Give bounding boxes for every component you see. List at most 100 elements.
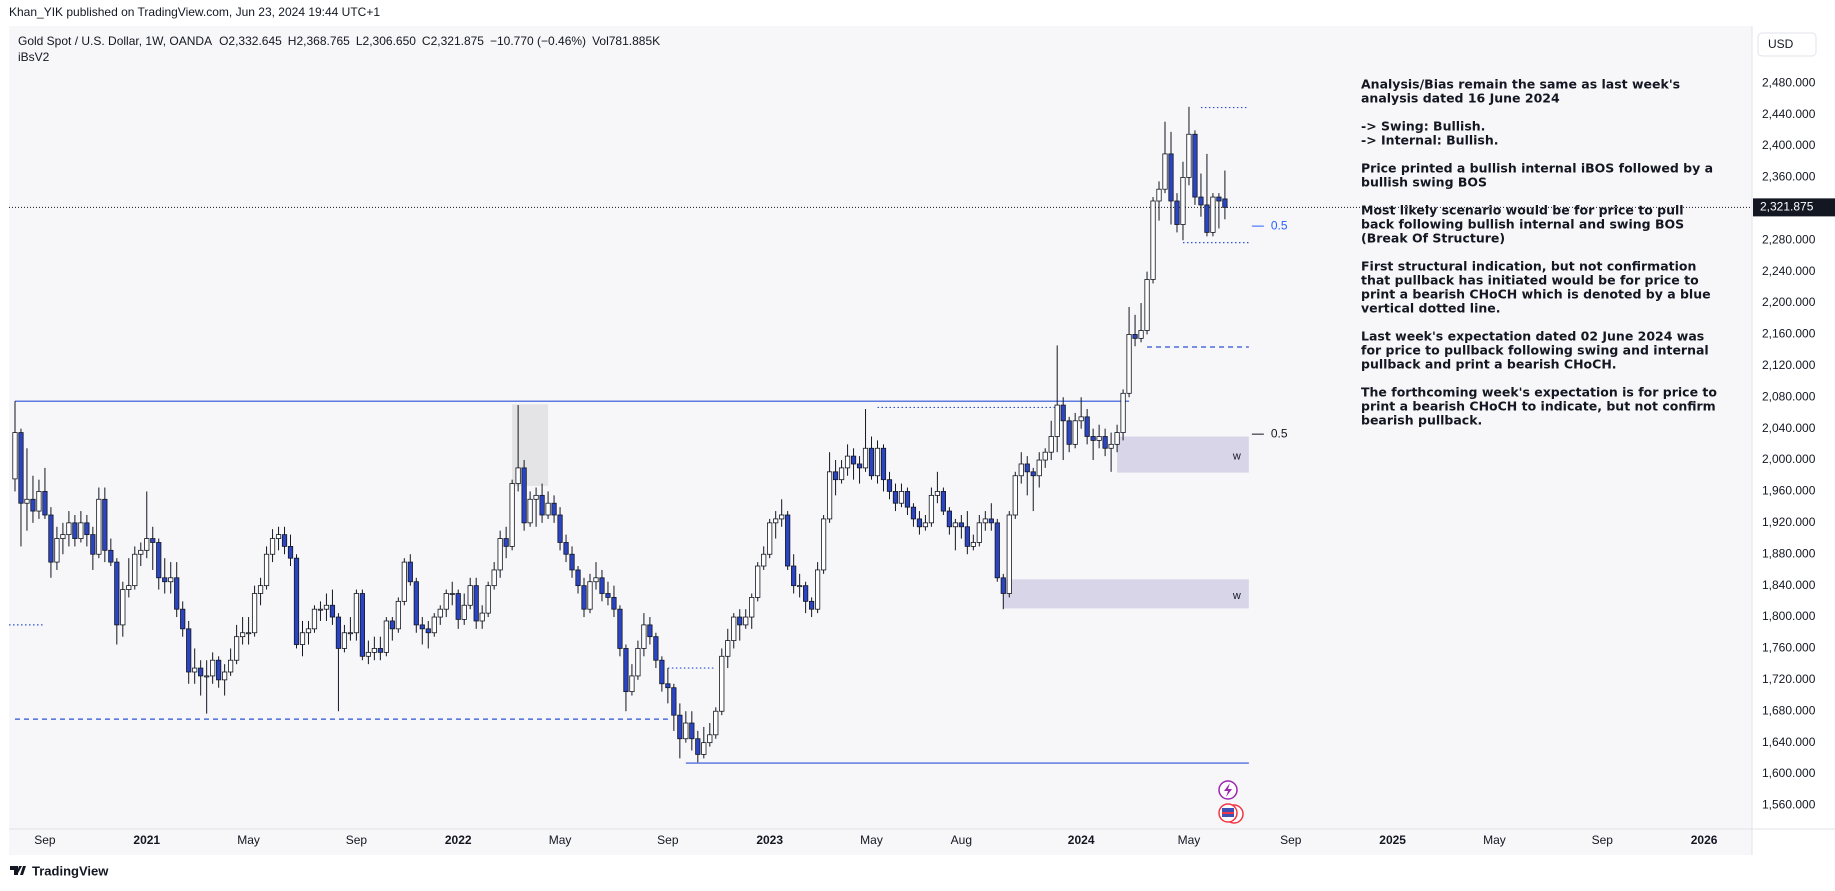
- candle-body: [335, 616, 342, 649]
- candle-body: [803, 585, 809, 602]
- candle-body: [892, 491, 899, 504]
- candle-body: [725, 640, 731, 657]
- candle-body: [1042, 451, 1048, 461]
- candle-body: [647, 624, 653, 638]
- candle-body: [1114, 432, 1120, 445]
- candle-body: [1066, 420, 1072, 445]
- candle-body: [922, 522, 929, 528]
- candle-body: [898, 491, 905, 504]
- y-tick-label: 2,440.000: [1762, 107, 1816, 121]
- legend-volume: Vol781.885K: [592, 34, 660, 48]
- y-tick-label: 2,000.000: [1762, 452, 1816, 466]
- analysis-line: print a bearish CHoCH which is denoted b…: [1361, 287, 1711, 302]
- last-price-tag: [1753, 198, 1835, 217]
- x-tick-label: May: [549, 833, 572, 847]
- candle-body: [467, 585, 473, 606]
- candle-body: [192, 667, 198, 673]
- candle-body: [599, 577, 605, 594]
- y-tick-label: 1,600.000: [1762, 766, 1816, 780]
- candle-body: [719, 655, 725, 712]
- candle-body: [275, 534, 282, 539]
- candle-body: [838, 467, 845, 481]
- currency-button[interactable]: [1757, 32, 1817, 57]
- candle-body: [245, 632, 252, 635]
- candle-body: [946, 510, 952, 528]
- candle-body: [389, 620, 395, 630]
- candle-body: [826, 471, 833, 520]
- candle-body: [54, 538, 60, 563]
- candle-body: [1174, 200, 1180, 225]
- analysis-line: that pullback has initiated would be for…: [1361, 273, 1699, 288]
- candle-body: [862, 447, 869, 469]
- candle-body: [84, 522, 90, 536]
- candle-body: [174, 577, 180, 610]
- y-tick-label: 1,680.000: [1762, 703, 1816, 717]
- candle-body: [856, 463, 863, 469]
- publish-header: Khan_YIK published on TradingView.com, J…: [9, 5, 380, 19]
- x-tick-label: Sep: [34, 833, 56, 847]
- candle-body: [928, 494, 935, 524]
- candle-body: [797, 585, 803, 588]
- candle-body: [958, 522, 964, 528]
- candle-body: [509, 483, 515, 547]
- candles: [12, 106, 1228, 763]
- analysis-line: First structural indication, but not con…: [1361, 259, 1696, 274]
- candle-body: [617, 608, 623, 649]
- candle-body: [24, 498, 30, 504]
- candle-body: [210, 659, 216, 677]
- candle-body: [683, 722, 689, 740]
- candle-body: [1060, 404, 1066, 422]
- candle-body: [90, 534, 96, 555]
- y-tick-label: 2,160.000: [1762, 327, 1816, 341]
- candle-body: [1150, 200, 1156, 280]
- fib-label: 0.5: [1271, 218, 1288, 232]
- candle-body: [383, 620, 389, 653]
- candle-body: [785, 514, 791, 567]
- candle-body: [144, 538, 150, 551]
- candle-body: [96, 498, 102, 555]
- candle-body: [1036, 459, 1042, 477]
- candle-body: [773, 518, 779, 524]
- candle-body: [1054, 404, 1060, 437]
- candle-body: [832, 471, 839, 481]
- candle-body: [216, 659, 222, 681]
- last-price-label: 2,321.875: [1760, 200, 1814, 214]
- candle-body: [461, 604, 467, 620]
- candle-body: [1102, 436, 1108, 449]
- candle-body: [916, 518, 923, 528]
- y-tick-label: 1,840.000: [1762, 578, 1816, 592]
- candle-body: [365, 651, 371, 657]
- candle-body: [1192, 133, 1198, 198]
- candle-body: [934, 491, 941, 496]
- candle-body: [30, 498, 36, 512]
- candle-body: [347, 632, 354, 635]
- y-tick-label: 2,080.000: [1762, 389, 1816, 403]
- currency-label[interactable]: USD: [1768, 37, 1794, 51]
- candle-body: [257, 585, 264, 594]
- candle-body: [844, 455, 851, 469]
- candle-body: [281, 534, 288, 547]
- candle-body: [311, 608, 318, 630]
- candle-body: [72, 522, 78, 539]
- legend-low: L2,306.650: [356, 34, 416, 48]
- candle-body: [689, 722, 695, 740]
- candle-body: [180, 608, 186, 630]
- candle-body: [473, 585, 479, 622]
- candle-body: [150, 538, 156, 543]
- y-tick-label: 1,920.000: [1762, 515, 1816, 529]
- zone: [1117, 436, 1249, 473]
- candle-body: [437, 608, 443, 618]
- analysis-line: bearish pullback.: [1361, 413, 1482, 428]
- y-tick-label: 1,720.000: [1762, 672, 1816, 686]
- candle-body: [1132, 334, 1138, 339]
- y-tick-label: 1,760.000: [1762, 641, 1816, 655]
- candle-body: [880, 447, 887, 481]
- y-tick-label: 2,240.000: [1762, 264, 1816, 278]
- candle-body: [521, 467, 527, 524]
- candle-body: [228, 659, 234, 673]
- candle-body: [1156, 188, 1162, 202]
- notes: Analysis/Bias remain the same as last we…: [1361, 77, 1717, 428]
- candle-body: [593, 577, 599, 583]
- analysis-line: Price printed a bullish internal iBOS fo…: [1361, 161, 1713, 176]
- candle-body: [994, 522, 1000, 579]
